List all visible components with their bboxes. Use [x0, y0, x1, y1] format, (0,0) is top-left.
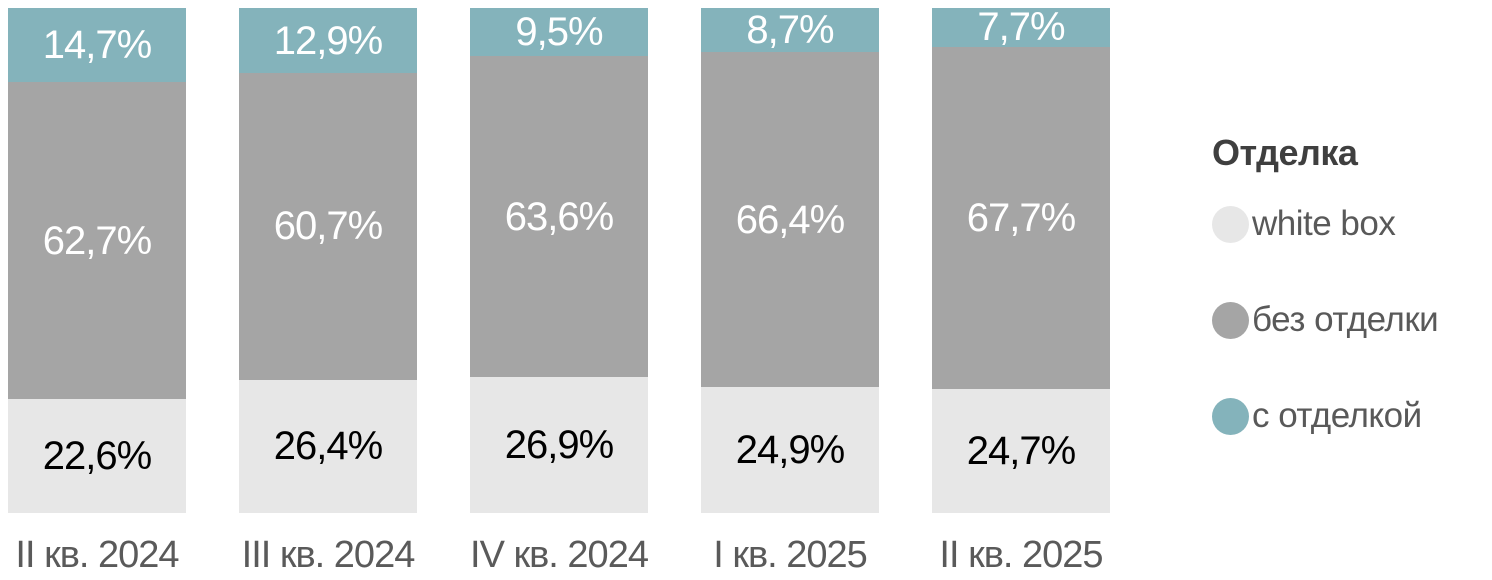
x-axis-label-text: I кв. 2025 [713, 534, 868, 576]
plot-area: 14,7% 62,7% 22,6% 12,9% 60,7% 26,4% 9,5% 63,6% 2… [8, 8, 1110, 513]
segment-bez-otdelki: 60,7% [239, 73, 417, 380]
legend-item-bez-otdelki: без отделки [1212, 300, 1439, 340]
segment-value-label: 24,7% [966, 429, 1076, 474]
segment-value-label: 9,5% [515, 9, 603, 54]
segment-value-label: 22,6% [42, 433, 152, 478]
legend-item-label: с отделкой [1252, 396, 1422, 435]
segment-white-box: 24,9% [701, 387, 879, 513]
legend-item-label: white box [1252, 204, 1396, 243]
segment-value-label: 26,9% [504, 423, 614, 468]
segment-white-box: 26,4% [239, 379, 417, 513]
legend-swatch-icon [1212, 301, 1249, 339]
x-axis-label-text: II кв. 2025 [939, 534, 1103, 576]
segment-value-label: 24,9% [735, 428, 845, 473]
segment-value-label: 62,7% [42, 218, 152, 263]
bar-ii-2025: 7,7% 67,7% 24,7% [932, 8, 1110, 513]
bar-i-2025: 8,7% 66,4% 24,9% [701, 8, 879, 513]
segment-value-label: 7,7% [977, 8, 1065, 50]
bar-iii-2024: 12,9% 60,7% 26,4% [239, 8, 417, 513]
segment-bez-otdelki: 62,7% [8, 82, 186, 399]
segment-bez-otdelki: 63,6% [470, 55, 648, 378]
legend-items: white box без отделки с отделкой [1212, 204, 1439, 436]
segment-value-label: 67,7% [966, 195, 1076, 240]
segment-bez-otdelki: 67,7% [932, 46, 1110, 389]
segment-s-otdelkoy: 9,5% [470, 8, 648, 56]
segment-s-otdelkoy: 12,9% [239, 8, 417, 74]
segment-value-label: 66,4% [735, 197, 845, 242]
x-axis-label: III кв. 2024 [239, 536, 417, 574]
segment-s-otdelkoy: 8,7% [701, 8, 879, 52]
legend-swatch-icon [1212, 397, 1249, 435]
legend-item-label: без отделки [1252, 300, 1439, 339]
x-axis-label-text: III кв. 2024 [241, 534, 416, 576]
x-axis-label-text: II кв. 2024 [15, 534, 179, 576]
segment-white-box: 24,7% [932, 388, 1110, 513]
segment-value-label: 26,4% [273, 424, 383, 469]
bar-iv-2024: 9,5% 63,6% 26,9% [470, 8, 648, 513]
x-axis: II кв. 2024 III кв. 2024 IV кв. 2024 I кв. … [8, 536, 1110, 574]
segment-value-label: 12,9% [273, 18, 383, 63]
legend-item-white-box: white box [1212, 204, 1438, 244]
legend-swatch-icon [1212, 205, 1249, 243]
x-axis-label: II кв. 2024 [8, 536, 186, 574]
legend-title: Отделка [1212, 132, 1358, 173]
bar-ii-2024: 14,7% 62,7% 22,6% [8, 8, 186, 513]
segment-s-otdelkoy: 14,7% [8, 8, 186, 83]
segment-value-label: 8,7% [746, 8, 834, 52]
segment-value-label: 60,7% [273, 204, 383, 249]
segment-white-box: 22,6% [8, 398, 186, 513]
legend-item-s-otdelkoy: с отделкой [1212, 396, 1438, 436]
segment-white-box: 26,9% [470, 377, 648, 513]
legend: Отделка white box без отделки с отделкой [1212, 132, 1439, 492]
x-axis-label: IV кв. 2024 [470, 534, 649, 576]
segment-s-otdelkoy: 7,7% [932, 8, 1110, 47]
segment-value-label: 63,6% [504, 194, 614, 239]
x-axis-label: II кв. 2025 [932, 536, 1110, 574]
segment-value-label: 14,7% [42, 23, 152, 68]
x-axis-label: I кв. 2025 [701, 536, 879, 574]
segment-bez-otdelki: 66,4% [701, 51, 879, 388]
x-axis-label-text: IV кв. 2024 [470, 534, 649, 576]
